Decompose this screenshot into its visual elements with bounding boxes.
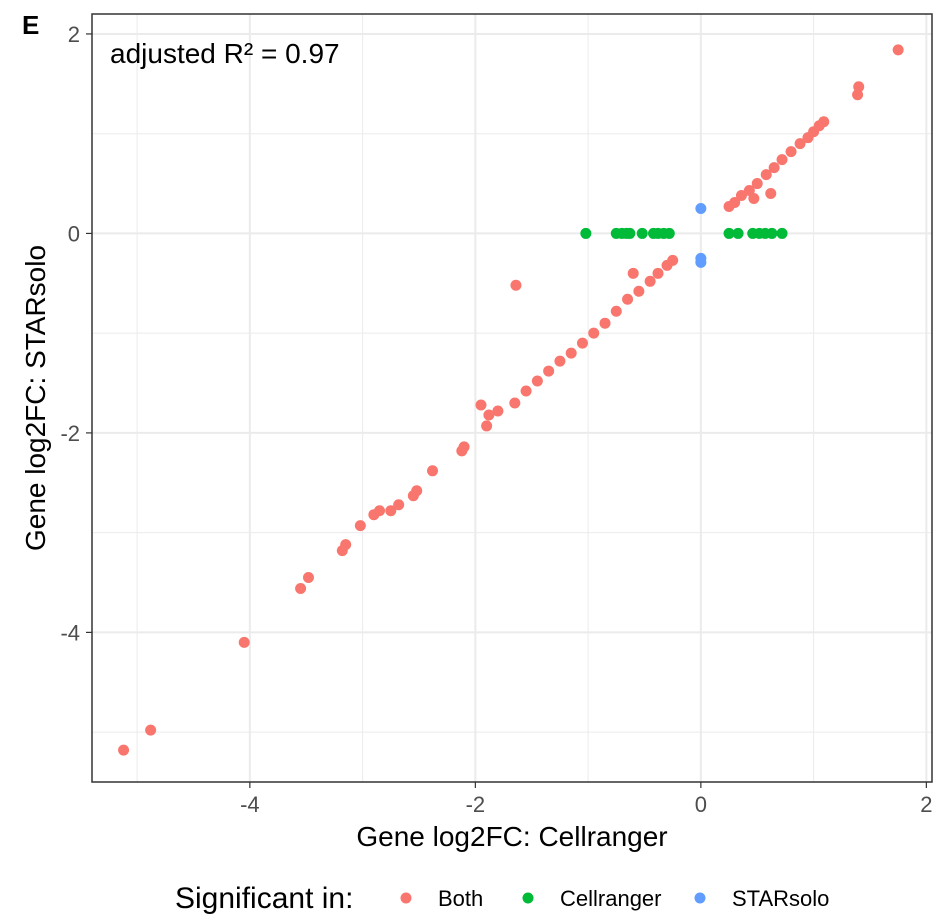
point-both: [765, 188, 777, 200]
point-both: [145, 724, 157, 736]
point-both: [892, 44, 904, 56]
legend: Significant in: Both Cellranger STARsolo: [175, 882, 829, 915]
data-points: [118, 44, 904, 756]
panel-label: E: [22, 10, 39, 40]
point-both: [354, 520, 366, 532]
point-both: [723, 200, 735, 212]
point-both: [576, 337, 588, 349]
point-starsolo: [695, 256, 707, 268]
point-both: [748, 193, 760, 205]
point-both: [661, 259, 673, 271]
point-both: [622, 293, 634, 305]
axis-ticks: -4 -2 0 2 -4 -2 0 2: [60, 22, 932, 817]
point-both: [336, 545, 348, 557]
x-tick-label: -4: [240, 792, 260, 817]
point-both: [776, 154, 788, 166]
point-both: [644, 275, 656, 287]
point-cellranger: [732, 227, 744, 239]
point-cellranger: [636, 227, 648, 239]
point-both: [785, 146, 797, 158]
grid-lines: [92, 14, 932, 782]
point-both: [794, 138, 806, 150]
point-both: [652, 267, 664, 279]
point-both: [118, 744, 130, 756]
point-both: [565, 347, 577, 359]
point-starsolo: [695, 202, 707, 214]
point-both: [407, 490, 419, 502]
x-axis-title: Gene log2FC: Cellranger: [356, 821, 667, 852]
point-both: [456, 445, 468, 457]
y-axis-title: Gene log2FC: STARsolo: [20, 245, 51, 551]
plot-frame: [91, 13, 933, 783]
point-both: [393, 499, 405, 511]
point-both: [627, 267, 639, 279]
y-tick-label: -2: [60, 421, 80, 446]
point-both: [760, 169, 772, 181]
point-both: [481, 420, 493, 432]
x-tick-label: -2: [466, 792, 486, 817]
point-both: [509, 397, 521, 409]
point-both: [427, 465, 439, 477]
point-both: [302, 572, 314, 584]
legend-label-cellranger: Cellranger: [560, 886, 662, 911]
legend-key-starsolo: [694, 892, 706, 904]
x-tick-label: 2: [920, 792, 932, 817]
point-both: [802, 132, 814, 144]
legend-title: Significant in:: [175, 882, 353, 915]
point-both: [768, 162, 780, 174]
legend-key-both: [400, 892, 412, 904]
point-both: [520, 385, 532, 397]
point-both: [385, 505, 397, 517]
y-tick-label: 0: [68, 221, 80, 246]
point-both: [852, 89, 864, 101]
point-both: [531, 375, 543, 387]
point-cellranger: [766, 227, 778, 239]
point-both: [510, 279, 522, 291]
y-tick-label: -4: [60, 620, 80, 645]
point-both: [483, 409, 495, 421]
point-both: [743, 185, 755, 197]
point-both: [475, 399, 487, 411]
point-both: [492, 405, 504, 417]
point-both: [238, 636, 250, 648]
point-both: [735, 190, 747, 202]
point-both: [554, 355, 566, 367]
point-both: [588, 327, 600, 339]
point-both: [543, 365, 555, 377]
point-cellranger: [723, 227, 735, 239]
legend-label-both: Both: [438, 886, 483, 911]
x-tick-label: 0: [695, 792, 707, 817]
point-cellranger: [624, 227, 636, 239]
point-both: [633, 285, 645, 297]
legend-key-cellranger: [522, 892, 534, 904]
r-squared-annotation: adjusted R² = 0.97: [110, 38, 340, 69]
point-both: [751, 178, 763, 190]
point-both: [610, 305, 622, 317]
point-cellranger: [663, 227, 675, 239]
y-tick-label: 2: [68, 22, 80, 47]
point-both: [599, 317, 611, 329]
point-both: [295, 583, 307, 595]
legend-label-starsolo: STARsolo: [732, 886, 829, 911]
point-cellranger: [776, 227, 788, 239]
point-both: [368, 509, 380, 521]
point-cellranger: [580, 227, 592, 239]
